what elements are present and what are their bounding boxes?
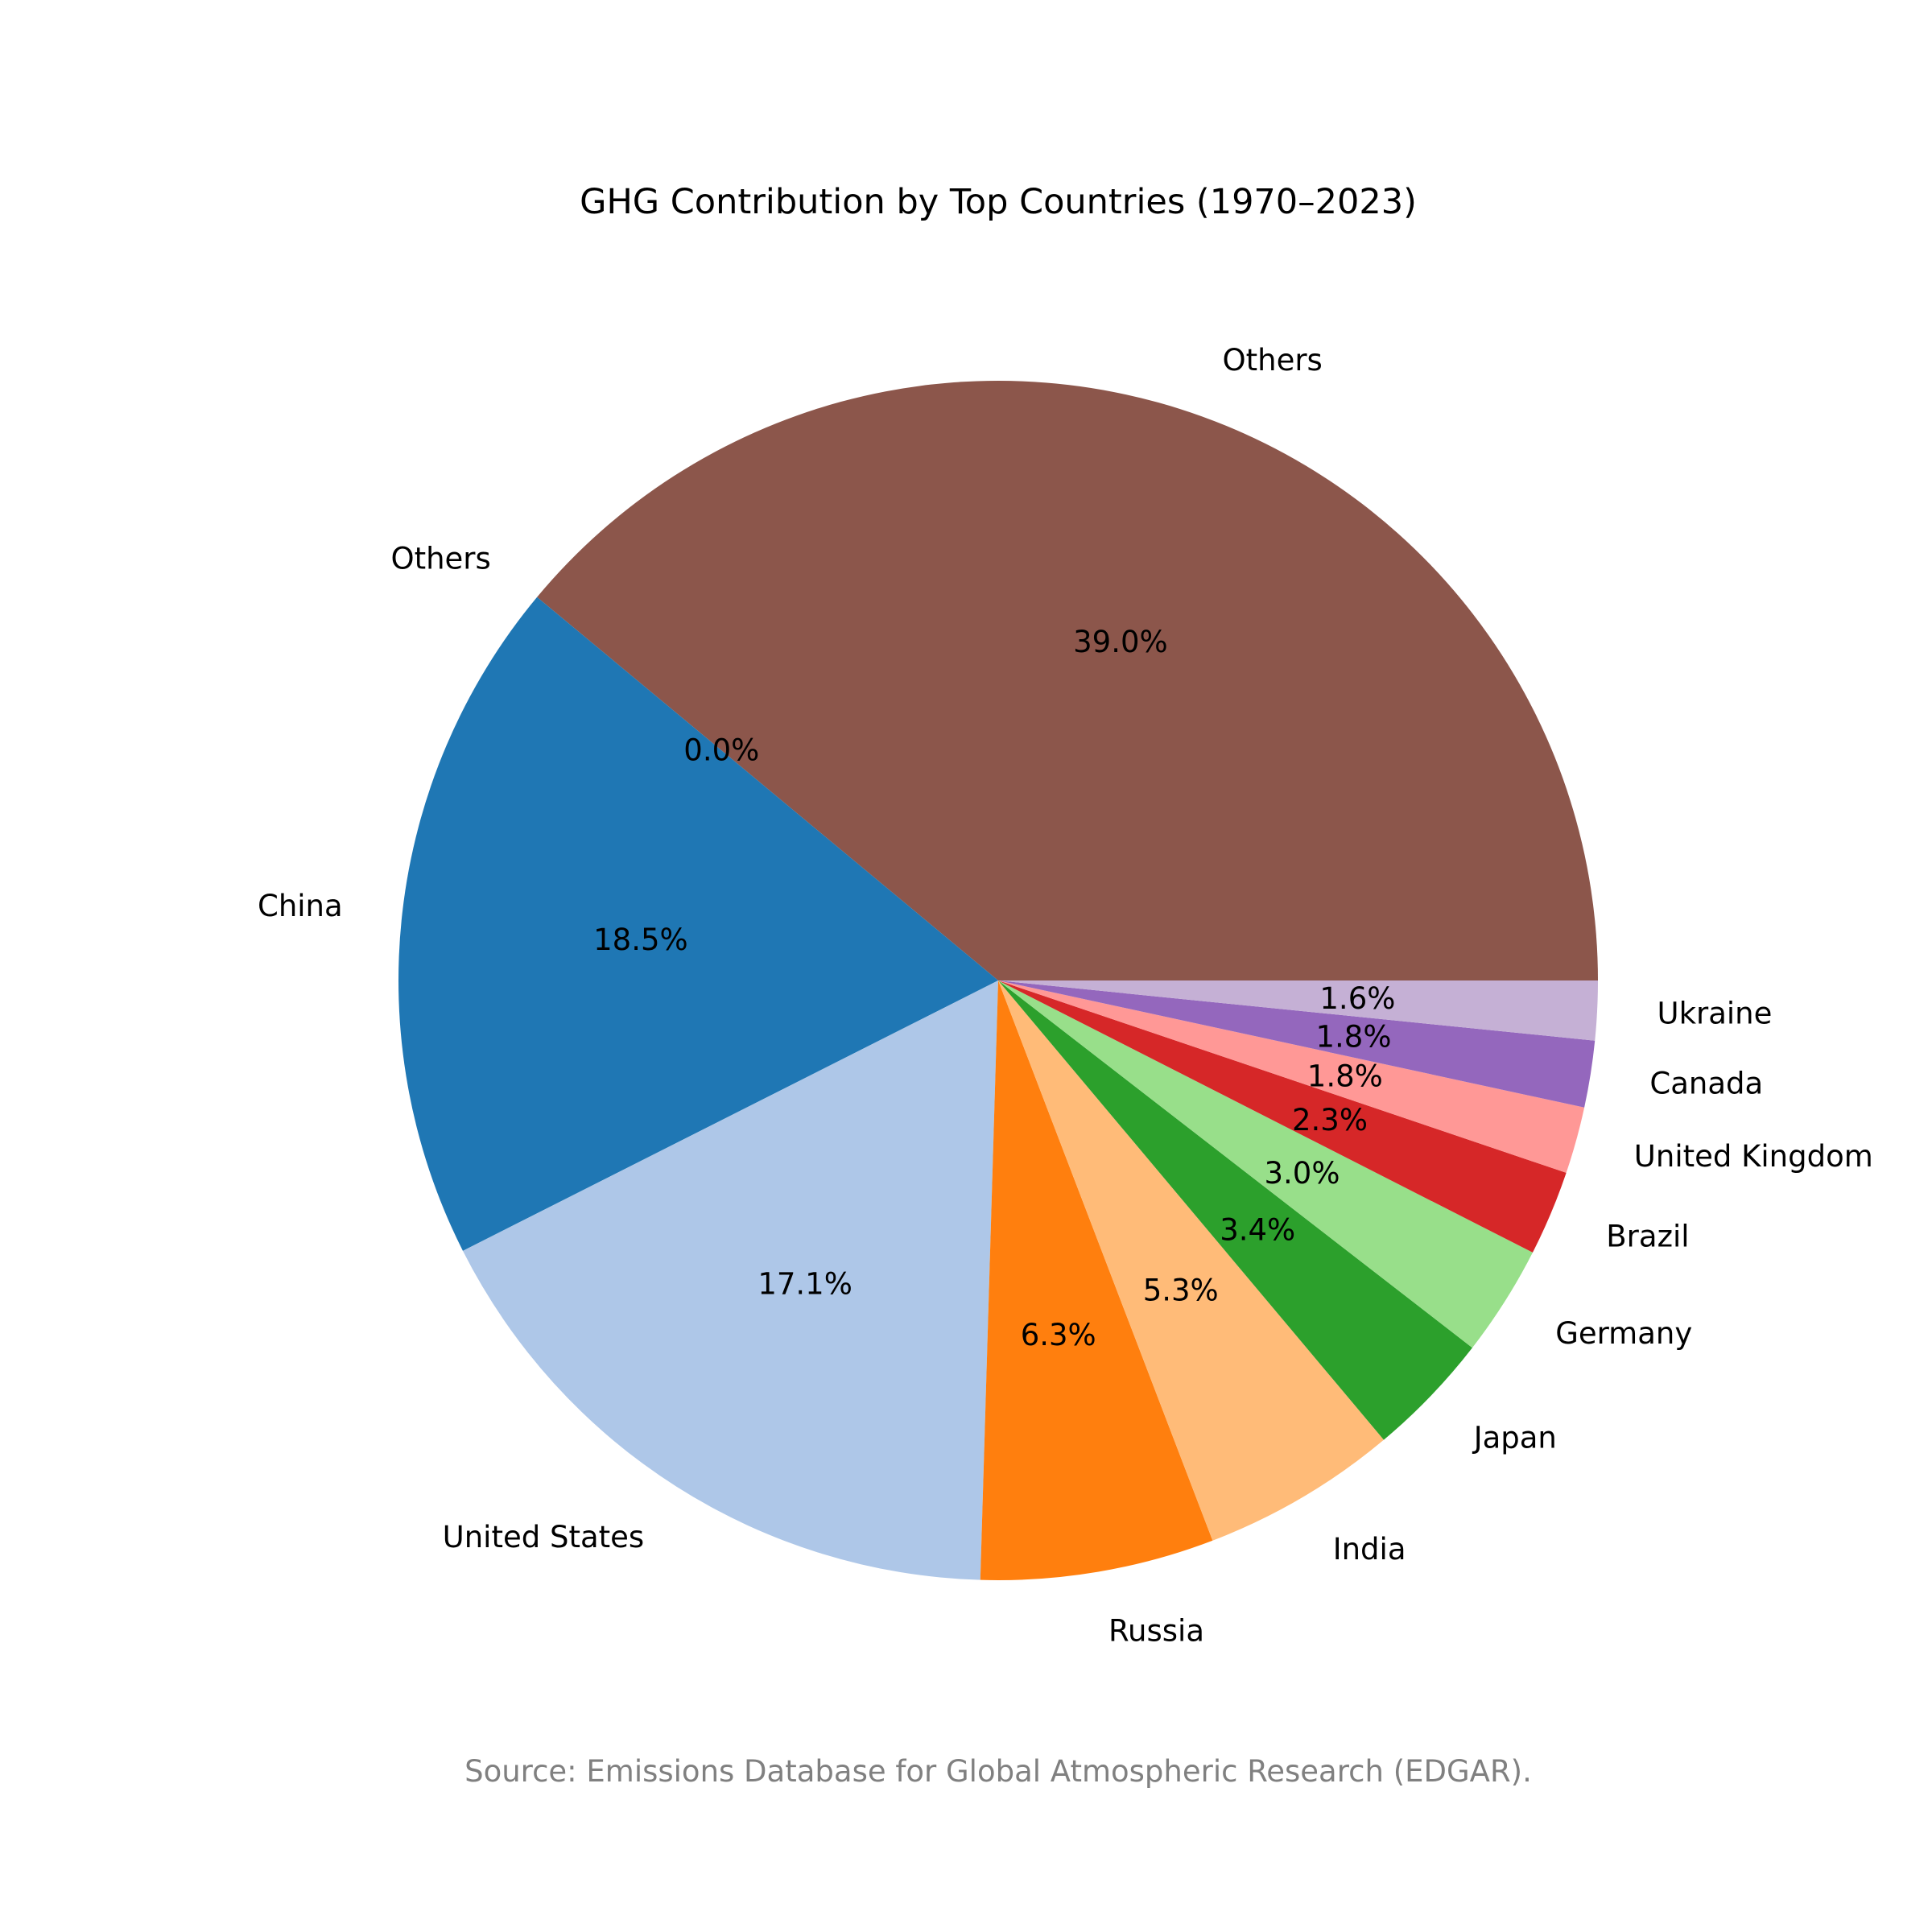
slice-label-russia: Russia: [1108, 1614, 1204, 1649]
slice-label-united-kingdom: United Kingdom: [1634, 1139, 1873, 1174]
slice-label-china: China: [258, 889, 343, 923]
pie-labels: Others 39.0% Others 0.0% China 18.5% United St…: [258, 343, 1873, 1649]
slice-label-united-states: United States: [443, 1520, 645, 1554]
pct-label-brazil: 2.3%: [1292, 1103, 1368, 1137]
slice-germany: [998, 980, 1533, 1348]
pct-label-others: 0.0%: [683, 733, 759, 768]
slice-united-kingdom: [998, 980, 1585, 1173]
pct-label-ukraine: 1.6%: [1319, 981, 1395, 1016]
slice-china: [398, 597, 998, 1251]
slice-canada: [998, 980, 1596, 1108]
slice-others: [537, 381, 1598, 980]
slice-label-others: Others: [1223, 343, 1323, 378]
pie-slices: [398, 381, 1598, 1581]
slice-label-ukraine: Ukraine: [1657, 997, 1773, 1031]
slice-label-india: India: [1333, 1532, 1406, 1567]
slice-united-states: [462, 980, 998, 1580]
pct-label-united-states: 17.1%: [758, 1267, 852, 1302]
slice-label-brazil: Brazil: [1606, 1220, 1689, 1254]
slice-ukraine: [998, 980, 1598, 1041]
source-note: Source: Emissions Database for Global At…: [464, 1754, 1532, 1789]
pct-label-others: 39.0%: [1073, 625, 1168, 659]
pct-label-canada: 1.8%: [1316, 1019, 1392, 1054]
slice-india: [998, 980, 1384, 1541]
slice-label-others: Others: [390, 542, 490, 576]
slice-japan: [998, 980, 1472, 1440]
chart-title: GHG Contribution by Top Countries (1970–…: [580, 182, 1417, 222]
slice-label-canada: Canada: [1649, 1067, 1763, 1101]
pct-label-japan: 3.4%: [1220, 1212, 1295, 1247]
slice-brazil: [998, 980, 1567, 1253]
pct-label-united-kingdom: 1.8%: [1307, 1059, 1383, 1094]
pct-label-germany: 3.0%: [1265, 1156, 1340, 1191]
pct-label-india: 5.3%: [1143, 1274, 1219, 1308]
slice-russia: [980, 980, 1213, 1581]
pct-label-china: 18.5%: [593, 923, 688, 957]
pct-label-russia: 6.3%: [1021, 1318, 1096, 1352]
slice-label-japan: Japan: [1472, 1421, 1557, 1455]
slice-label-germany: Germany: [1555, 1316, 1692, 1351]
